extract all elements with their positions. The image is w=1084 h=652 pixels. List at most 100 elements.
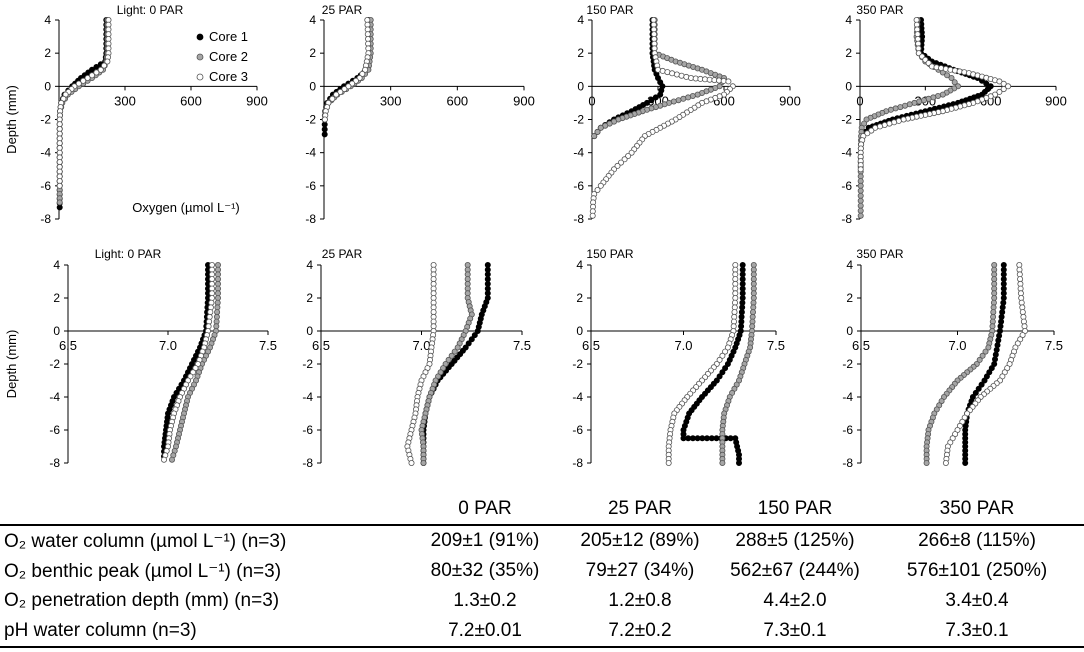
data-point-core-2 [597,124,604,131]
table-cell: 562±67 (244%) [730,560,860,581]
data-point-core-1 [716,373,723,380]
y-tick-label: -2 [572,357,583,371]
data-point-core-3 [329,95,336,102]
chart-panel-8: 4 2 0 -2 -4 -6 -8 6.5 7.0 7.5 350 PAR [842,247,1063,470]
y-tick-label: -8 [573,212,584,226]
data-point-core-3 [872,124,879,131]
data-point-core-1 [321,131,328,138]
y-tick-label: -8 [302,456,313,470]
data-point-core-3 [877,123,884,130]
data-point-core-1 [997,327,1004,334]
data-point-core-1 [962,459,969,466]
data-point-core-2 [857,182,864,189]
y-tick-label: -2 [40,113,51,127]
chart-panel-4: 420-2-4-6-80300600900350 PAR [841,3,1067,226]
data-point-core-2 [916,98,923,105]
data-point-core-3 [722,348,729,355]
y-tick-label: -2 [841,113,852,127]
data-point-core-1 [981,377,988,384]
data-point-core-1 [652,94,659,101]
x-tick-label: 0 [856,93,863,108]
y-tick-label: -6 [572,423,583,437]
legend-label: Core 1 [209,29,248,44]
y-tick-label: -6 [302,423,313,437]
data-point-core-2 [982,348,989,355]
chart-title: 350 PAR [856,3,903,17]
data-point-core-3 [341,86,348,93]
table-cell: 3.4±0.4 [945,590,1009,611]
table-row: O₂ water column (µmol L⁻¹) (n=3) 209±1 (… [0,525,1084,556]
chart-panel-2: 4 2 0 -2 -4 -6 -8 300 600 900 25 PAR [305,3,535,226]
table-header-cell: 25 PAR [560,494,720,526]
y-tick-label: 2 [44,46,51,60]
data-point-core-2 [670,98,677,105]
y-tick-label: 4 [846,258,853,272]
data-point-core-3 [614,162,621,169]
data-point-core-3 [719,352,726,359]
data-point-core-3 [669,70,676,77]
chart-title: 150 PAR [586,247,633,261]
y-tick-label: -2 [305,113,316,127]
data-point-core-1 [468,336,475,343]
data-point-core-3 [408,459,415,466]
chart-title: 350 PAR [856,247,903,261]
table-cell: 209±1 (91%) [430,530,540,551]
data-point-core-3 [321,116,328,123]
data-point-core-3 [56,182,63,189]
data-point-core-1 [465,340,472,347]
y-tick-label: -6 [40,179,51,193]
data-point-core-3 [597,182,604,189]
data-point-core-2 [694,91,701,98]
y-tick-label: -6 [841,179,852,193]
data-point-core-2 [944,72,951,79]
data-point-core-2 [857,197,864,204]
data-point-core-3 [80,77,87,84]
y-tick-label: 0 [846,324,853,338]
data-point-core-3 [93,69,100,76]
y-tick-label: -6 [842,423,853,437]
data-point-core-1 [321,121,328,128]
x-tick-label: 900 [513,93,535,108]
x-tick-label: 7.5 [513,338,531,353]
data-point-core-2 [454,344,461,351]
table-cell: 1.3±0.2 [453,590,517,611]
y-tick-label: 4 [309,13,316,27]
y-tick-label: 2 [577,46,584,60]
y-tick-label: 4 [845,13,852,27]
data-point-core-3 [594,186,601,193]
data-point-core-2 [857,212,864,219]
table-cell: 288±5 (125%) [735,530,855,551]
row-label: O₂ penetration depth (mm) (n=3) [4,590,280,611]
data-point-core-3 [724,344,731,351]
chart-panel-7: 4 2 0 -2 -4 -6 -8 6.5 7.0 7.5 150 PAR [572,247,785,470]
x-tick-label: 900 [779,93,801,108]
legend-marker-core-2 [196,53,204,61]
data-point-core-3 [621,156,628,163]
data-point-core-2 [719,459,726,466]
y-tick-label: 2 [845,46,852,60]
table-header-row: 0 PAR 25 PAR 150 PAR 350 PAR [0,494,1084,526]
data-point-core-2 [951,79,958,86]
data-point-core-1 [471,332,478,339]
y-tick-label: -4 [573,146,584,160]
data-point-core-1 [999,309,1006,316]
x-tick-label: 7.5 [1045,338,1063,353]
legend-label: Core 3 [209,69,248,84]
data-point-core-3 [89,72,96,79]
data-point-core-2 [168,456,175,463]
x-tick-label: 7.5 [259,338,277,353]
table-cell: 205±12 (89%) [580,530,700,551]
y-tick-label: -6 [573,179,584,193]
y-tick-label: 4 [306,258,313,272]
chart-panel-1: 4 2 0 -2 -4 -6 -8 300 600 900 Light: 0 PAR Depth (m… [4,3,268,226]
data-point-core-1 [972,389,979,396]
data-point-core-3 [996,88,1003,95]
y-axis-label: Depth (mm) [4,330,19,399]
x-tick-label: 7.0 [674,338,692,353]
data-point-core-2 [985,344,992,351]
x-tick-label: 6.5 [59,338,77,353]
data-point-core-3 [942,459,949,466]
data-point-core-3 [1005,83,1012,90]
x-tick-label: 7.0 [159,338,177,353]
data-point-core-2 [451,348,458,355]
